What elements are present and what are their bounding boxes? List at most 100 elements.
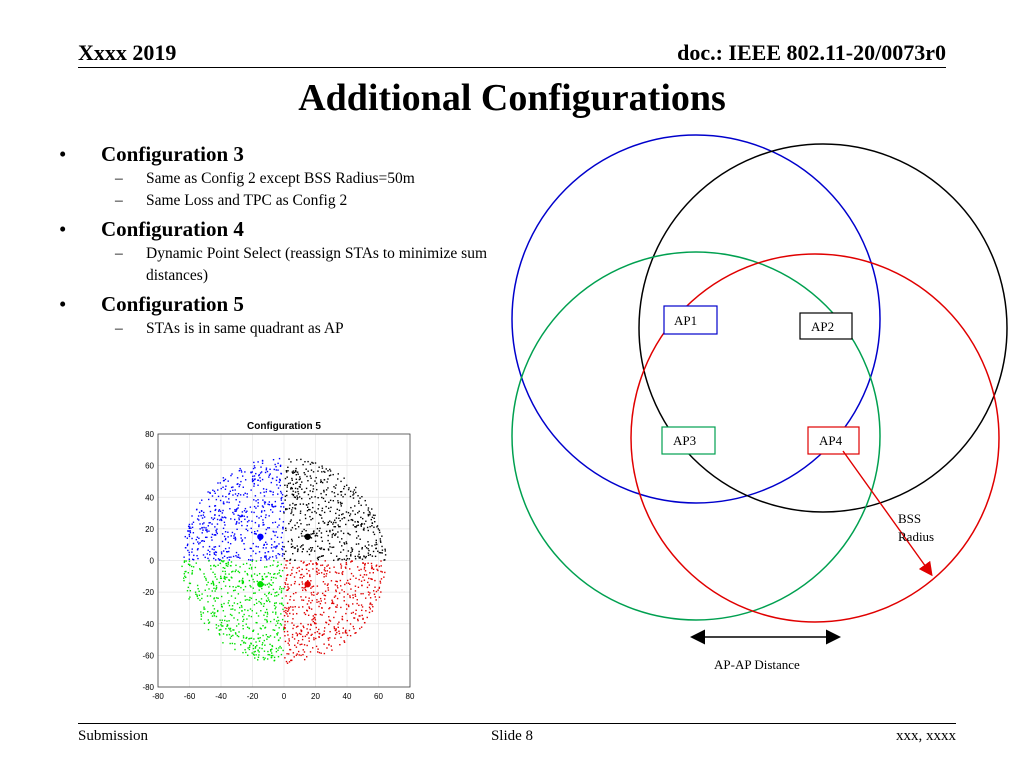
sta-point [308, 553, 311, 556]
sta-point [279, 484, 282, 487]
sta-point [310, 496, 313, 498]
series-upper-left [183, 457, 285, 562]
sta-point [264, 501, 267, 503]
sta-point [359, 574, 362, 576]
sta-point [295, 503, 297, 506]
sta-point [254, 478, 256, 481]
sta-point [255, 552, 257, 555]
sta-point [182, 577, 185, 579]
sta-point [298, 632, 301, 635]
sta-point [256, 574, 259, 577]
sta-point [292, 613, 294, 615]
sta-point [287, 470, 289, 472]
sta-point [329, 620, 332, 622]
sta-point [281, 603, 283, 605]
sta-point [268, 501, 271, 503]
sta-point [214, 565, 217, 568]
sta-point [265, 557, 267, 559]
sta-point [274, 534, 276, 537]
sta-point [312, 568, 314, 570]
sta-point [228, 493, 230, 495]
sta-point [220, 624, 222, 626]
sta-point [363, 579, 366, 581]
sta-point [188, 530, 190, 532]
sta-point [310, 624, 312, 626]
sta-point [223, 555, 226, 558]
sta-point [301, 535, 303, 537]
sta-point [293, 547, 296, 549]
sta-point [338, 558, 341, 560]
sta-point [205, 529, 207, 531]
sta-point [272, 506, 275, 508]
sta-point [313, 550, 316, 552]
sta-point [301, 568, 303, 571]
plot-points [181, 457, 387, 664]
sta-point [361, 495, 363, 498]
sta-point [228, 573, 230, 575]
sta-point [258, 654, 260, 656]
sta-point [227, 536, 229, 538]
sta-point [264, 552, 266, 554]
sta-point [312, 591, 315, 593]
sta-point [211, 533, 214, 536]
sta-point [218, 509, 221, 511]
sta-point [384, 571, 386, 574]
sta-point [323, 491, 325, 493]
sta-point [295, 626, 298, 628]
sta-point [354, 632, 356, 634]
sta-point [300, 574, 302, 576]
sta-point [257, 637, 260, 640]
sta-point [241, 606, 243, 608]
sta-point [255, 612, 258, 614]
sta-point [195, 538, 198, 541]
sta-point [241, 579, 243, 582]
sta-point [219, 619, 221, 621]
sta-point [333, 521, 335, 524]
sta-point [207, 601, 209, 603]
sta-point [224, 615, 226, 618]
sta-point [215, 588, 217, 590]
sta-point [226, 624, 229, 626]
sta-point [286, 508, 288, 510]
sta-point [372, 605, 374, 608]
sta-point [307, 614, 310, 617]
sta-point [286, 620, 289, 623]
sta-point [284, 477, 287, 480]
sta-point [369, 572, 371, 574]
sta-point [215, 587, 218, 589]
sta-point [222, 502, 225, 505]
sta-point [213, 608, 216, 610]
sta-point [364, 499, 366, 502]
sta-point [224, 538, 227, 541]
sta-point [323, 652, 326, 655]
sta-point [344, 632, 347, 634]
sta-point [281, 618, 284, 621]
sta-point [272, 491, 274, 493]
sta-point [327, 523, 329, 525]
sta-point [316, 599, 318, 601]
sta-point [285, 577, 288, 580]
sta-point [277, 564, 279, 567]
sta-point [212, 571, 214, 574]
sta-point [256, 622, 258, 624]
sta-point [372, 590, 375, 592]
sta-point [219, 634, 221, 636]
sta-point [261, 647, 263, 650]
sta-point [351, 518, 353, 521]
sta-point [222, 610, 225, 612]
sta-point [270, 490, 272, 493]
sta-point [205, 527, 207, 529]
sta-point [318, 569, 320, 571]
sta-point [321, 592, 324, 595]
sta-point [242, 582, 244, 585]
sta-point [250, 615, 253, 618]
sta-point [331, 529, 334, 531]
sta-point [321, 634, 323, 637]
sta-point [327, 639, 330, 641]
sta-point [237, 593, 240, 595]
sta-point [244, 649, 246, 651]
sta-point [265, 488, 268, 491]
sta-point [188, 598, 190, 600]
sta-point [324, 570, 327, 572]
sta-point [216, 532, 218, 535]
